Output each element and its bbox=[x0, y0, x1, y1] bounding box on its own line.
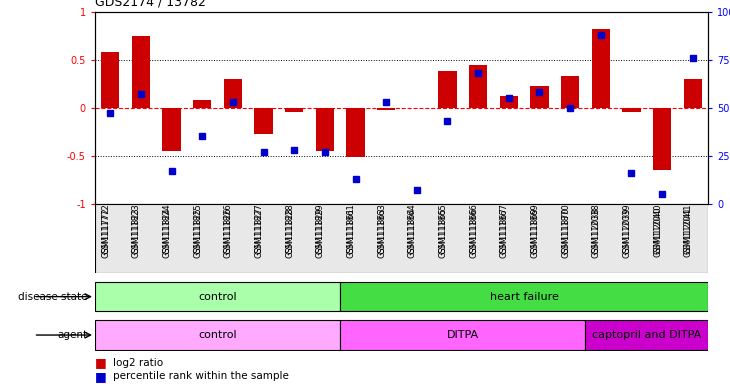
Text: GSM111864: GSM111864 bbox=[408, 204, 417, 254]
Bar bbox=[346, 108, 365, 157]
Text: GSM111869: GSM111869 bbox=[531, 207, 539, 258]
Text: GSM112040: GSM112040 bbox=[653, 204, 662, 254]
Text: GSM111863: GSM111863 bbox=[377, 207, 386, 258]
Text: GSM111867: GSM111867 bbox=[500, 204, 509, 254]
Text: log2 ratio: log2 ratio bbox=[113, 358, 164, 368]
Text: GSM111827: GSM111827 bbox=[255, 207, 264, 258]
Bar bbox=[438, 71, 457, 108]
FancyBboxPatch shape bbox=[95, 282, 340, 311]
Text: GSM111870: GSM111870 bbox=[561, 204, 570, 254]
Text: GSM111861: GSM111861 bbox=[347, 204, 356, 254]
FancyBboxPatch shape bbox=[95, 204, 708, 273]
Bar bbox=[653, 108, 672, 170]
Text: control: control bbox=[199, 291, 237, 302]
Text: disease state: disease state bbox=[18, 291, 88, 302]
Text: GSM111865: GSM111865 bbox=[439, 204, 447, 254]
FancyBboxPatch shape bbox=[95, 320, 340, 350]
Bar bbox=[683, 79, 702, 108]
Text: GSM111823: GSM111823 bbox=[132, 207, 141, 258]
Bar bbox=[315, 108, 334, 151]
Text: GSM111829: GSM111829 bbox=[316, 207, 325, 258]
Text: GSM111826: GSM111826 bbox=[224, 207, 233, 258]
Bar bbox=[162, 108, 181, 151]
Text: DITPA: DITPA bbox=[447, 330, 479, 340]
Text: GSM112038: GSM112038 bbox=[592, 204, 601, 254]
Text: GSM111826: GSM111826 bbox=[224, 204, 233, 254]
Text: GSM111869: GSM111869 bbox=[531, 204, 539, 254]
Text: GSM111823: GSM111823 bbox=[132, 204, 141, 254]
Text: GSM111866: GSM111866 bbox=[469, 204, 478, 254]
Text: GSM111867: GSM111867 bbox=[500, 207, 509, 258]
Text: GSM111772: GSM111772 bbox=[101, 204, 110, 254]
Text: GSM112039: GSM112039 bbox=[623, 207, 631, 258]
Text: heart failure: heart failure bbox=[490, 291, 558, 302]
Bar bbox=[131, 36, 150, 108]
Bar bbox=[530, 86, 549, 108]
Text: GSM111866: GSM111866 bbox=[469, 207, 478, 258]
Text: GSM111828: GSM111828 bbox=[285, 204, 294, 254]
Text: GSM112038: GSM112038 bbox=[592, 207, 601, 258]
Text: ■: ■ bbox=[95, 356, 107, 369]
Bar bbox=[591, 29, 610, 108]
Text: GSM112039: GSM112039 bbox=[623, 204, 631, 254]
Text: GSM111861: GSM111861 bbox=[347, 207, 356, 258]
Text: GSM111825: GSM111825 bbox=[193, 207, 202, 258]
Bar bbox=[377, 108, 396, 111]
Text: GSM111865: GSM111865 bbox=[439, 207, 447, 258]
Bar bbox=[622, 108, 641, 112]
Bar bbox=[254, 108, 273, 134]
Text: GSM111824: GSM111824 bbox=[163, 204, 172, 254]
Bar bbox=[223, 79, 242, 108]
Text: GSM111828: GSM111828 bbox=[285, 207, 294, 258]
FancyBboxPatch shape bbox=[340, 282, 708, 311]
Bar bbox=[469, 65, 488, 108]
Bar bbox=[193, 100, 212, 108]
Text: GSM111864: GSM111864 bbox=[408, 207, 417, 258]
Text: GSM112041: GSM112041 bbox=[684, 204, 693, 254]
Text: agent: agent bbox=[58, 330, 88, 340]
Text: GSM111829: GSM111829 bbox=[316, 204, 325, 254]
FancyBboxPatch shape bbox=[585, 320, 708, 350]
Bar bbox=[561, 76, 580, 108]
Text: captopril and DITPA: captopril and DITPA bbox=[592, 330, 702, 340]
Bar bbox=[101, 52, 120, 108]
Text: GDS2174 / 13782: GDS2174 / 13782 bbox=[95, 0, 206, 9]
Bar bbox=[499, 96, 518, 108]
Text: GSM111772: GSM111772 bbox=[101, 207, 110, 258]
Text: GSM112041: GSM112041 bbox=[684, 207, 693, 258]
Text: GSM111863: GSM111863 bbox=[377, 204, 386, 254]
Text: GSM111824: GSM111824 bbox=[163, 207, 172, 258]
Text: GSM111825: GSM111825 bbox=[193, 204, 202, 254]
Text: ■: ■ bbox=[95, 370, 107, 383]
Text: GSM111870: GSM111870 bbox=[561, 207, 570, 258]
Text: GSM111827: GSM111827 bbox=[255, 204, 264, 254]
Text: GSM112040: GSM112040 bbox=[653, 207, 662, 258]
Text: control: control bbox=[199, 330, 237, 340]
Text: percentile rank within the sample: percentile rank within the sample bbox=[113, 371, 289, 381]
FancyBboxPatch shape bbox=[340, 320, 585, 350]
Bar bbox=[285, 108, 304, 112]
